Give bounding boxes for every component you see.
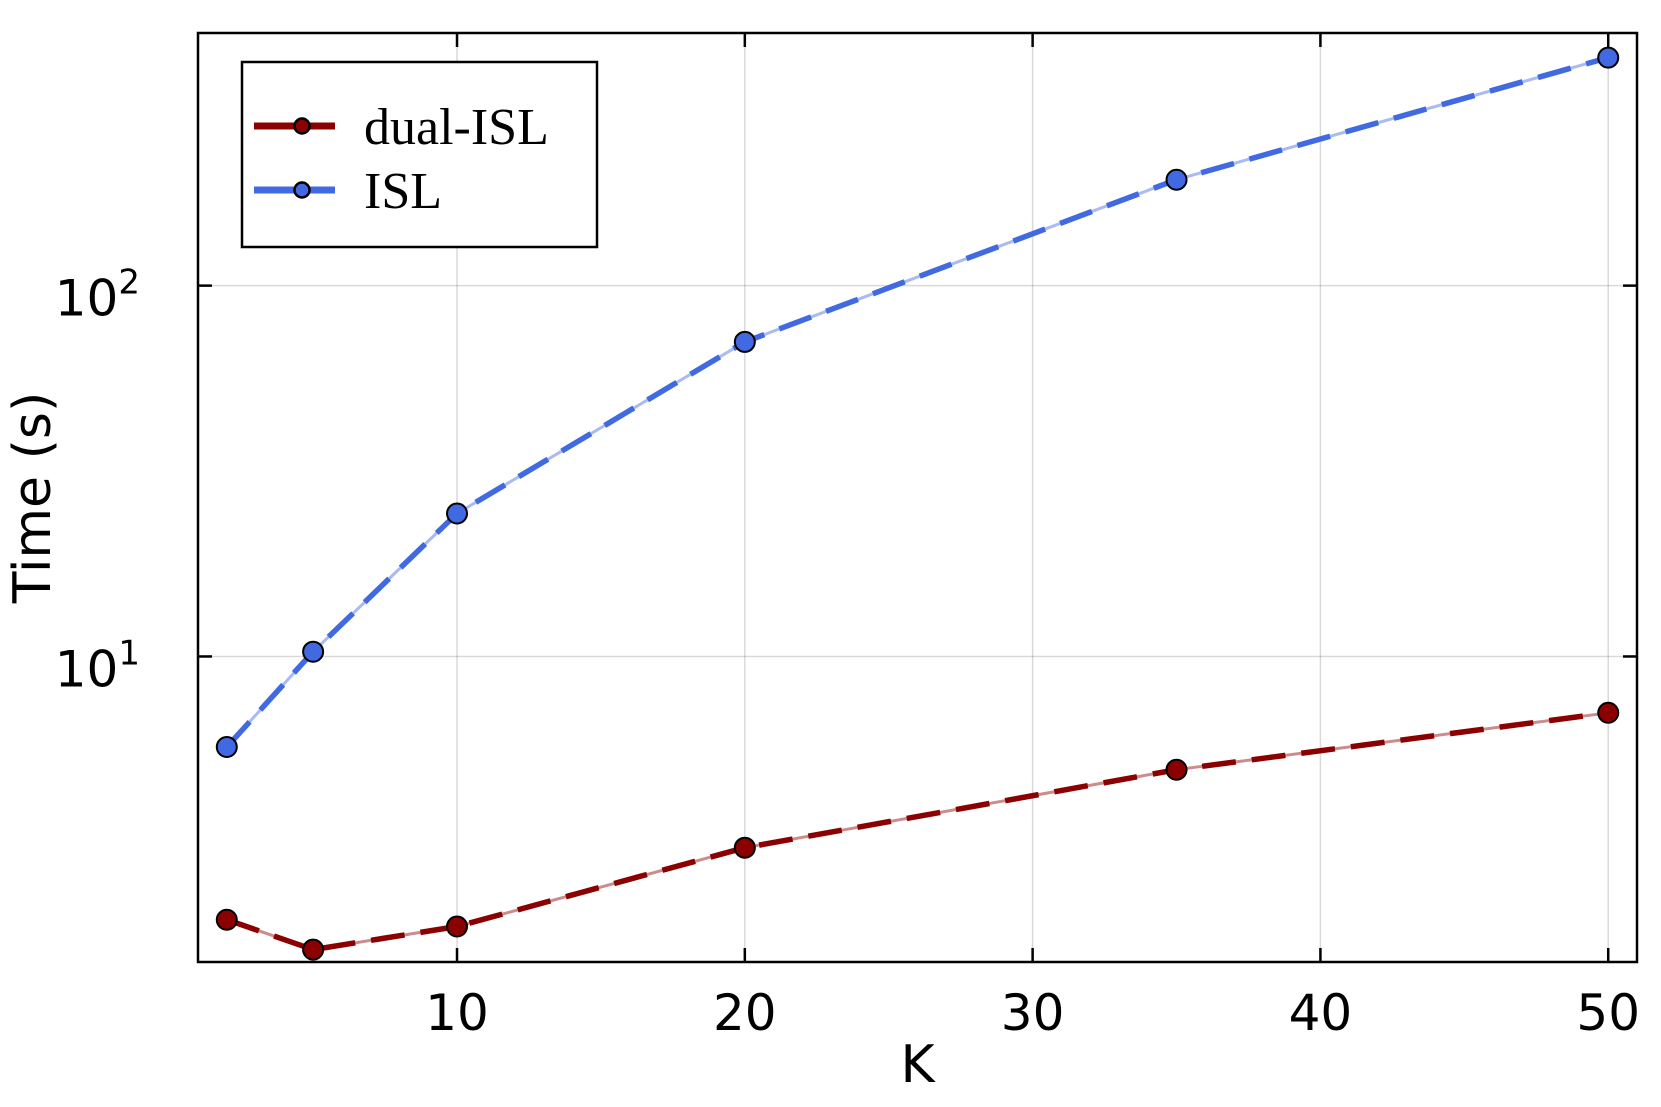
series-line	[225, 710, 1609, 953]
data-point	[1165, 758, 1188, 781]
data-point	[215, 735, 238, 758]
legend-label: dual-ISL	[364, 99, 549, 156]
data-point	[1597, 701, 1620, 724]
y-tick-label: 102	[55, 263, 140, 328]
y-tick-exponent: 1	[118, 633, 140, 673]
y-tick-base: 10	[55, 640, 119, 698]
x-tick-label: 20	[713, 984, 777, 1042]
x-tick-label: 50	[1576, 984, 1640, 1042]
x-tick-label: 40	[1289, 984, 1353, 1042]
legend-box	[240, 60, 599, 249]
data-point	[733, 330, 756, 353]
x-tick-label: 10	[425, 984, 489, 1042]
grid	[198, 33, 1637, 962]
data-point	[1165, 168, 1188, 191]
series-layer	[215, 46, 1620, 961]
data-point	[1597, 46, 1620, 69]
data-point	[446, 915, 469, 938]
series-line-faint	[226, 711, 1609, 952]
legend-marker-swatch	[293, 181, 311, 199]
y-axis-title: Time (s)	[3, 392, 63, 604]
legend-label: ISL	[364, 163, 442, 220]
x-axis-title: K	[900, 1035, 936, 1095]
legend: dual-ISL ISL	[240, 60, 599, 249]
x-tick-label: 30	[1001, 984, 1065, 1042]
plot-frame	[196, 31, 1639, 964]
series-isl	[215, 46, 1620, 758]
data-point	[302, 640, 325, 663]
y-tick-base: 10	[55, 270, 119, 328]
series-dual-isl	[215, 701, 1620, 961]
legend-marker-swatch	[293, 117, 311, 135]
data-point	[733, 836, 756, 859]
data-point	[446, 502, 469, 525]
data-point	[302, 938, 325, 961]
y-tick-label: 101	[55, 633, 140, 698]
y-tick-exponent: 2	[118, 263, 140, 303]
series-line	[224, 54, 1609, 749]
data-point	[215, 908, 238, 931]
